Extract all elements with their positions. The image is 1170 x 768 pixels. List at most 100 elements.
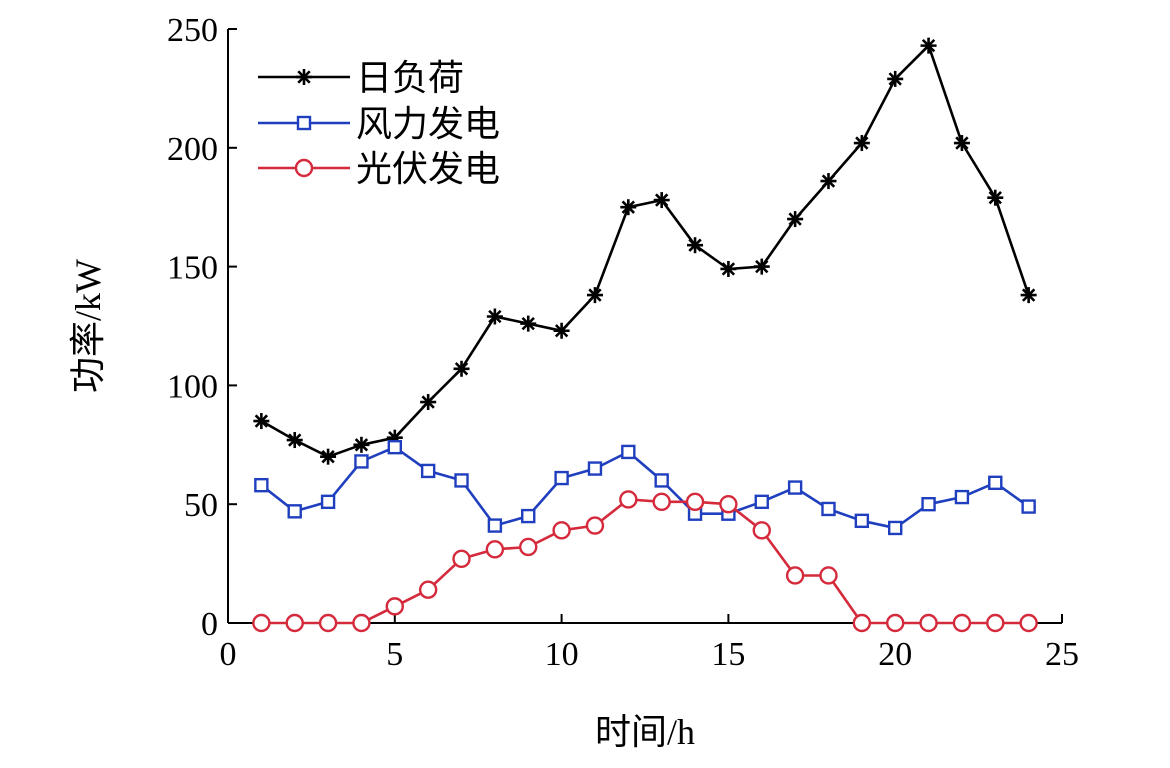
data-point-marker (785, 566, 805, 585)
data-point-marker (296, 69, 312, 85)
asterisk-stroke (788, 212, 802, 226)
data-point-marker (685, 492, 705, 512)
data-point-marker (853, 135, 870, 152)
data-point-marker (819, 566, 838, 585)
data-point-marker (354, 454, 369, 469)
series-1 (253, 37, 1037, 465)
data-point-marker (620, 199, 637, 216)
data-point-marker (554, 470, 569, 486)
data-point-marker (553, 322, 570, 339)
legend-item-3: 光伏发电 (258, 149, 500, 190)
asterisk-stroke (621, 200, 635, 214)
asterisk-stroke (321, 450, 335, 464)
data-point-marker (318, 613, 338, 633)
asterisk-stroke (488, 309, 502, 324)
data-point-marker (485, 540, 505, 559)
data-point-marker (587, 461, 603, 476)
asterisk-stroke (254, 414, 269, 428)
y-tick-label: 200 (167, 131, 218, 168)
asterisk-stroke (655, 193, 669, 207)
series-2 (254, 439, 1036, 536)
data-point-marker (854, 513, 870, 529)
data-point-marker (520, 315, 537, 332)
legend-label: 日负荷 (356, 58, 464, 99)
legend-label: 光伏发电 (356, 149, 500, 190)
data-point-marker (253, 413, 270, 430)
legend-item-2: 风力发电 (258, 104, 500, 145)
data-point-marker (1021, 499, 1036, 514)
data-point-marker (1020, 287, 1037, 304)
asterisk-stroke (955, 136, 969, 150)
data-point-marker (754, 494, 769, 510)
x-tick-label: 20 (878, 636, 912, 673)
data-point-marker (752, 521, 771, 540)
data-point-marker (586, 287, 603, 304)
asterisk-stroke (721, 262, 736, 276)
y-tick-label: 250 (167, 12, 218, 49)
asterisk-stroke (554, 324, 569, 338)
data-point-marker (353, 436, 370, 453)
data-point-marker (296, 115, 312, 131)
asterisk-stroke (1021, 288, 1036, 302)
asterisk-stroke (354, 438, 369, 452)
data-point-marker (619, 490, 638, 509)
y-tick-label: 100 (167, 368, 218, 405)
data-point-marker (621, 444, 636, 460)
data-point-marker (585, 516, 605, 535)
data-point-marker (886, 613, 905, 633)
data-point-marker (953, 135, 970, 152)
data-point-marker (420, 463, 436, 479)
series-3 (252, 490, 1038, 633)
data-point-marker (687, 237, 704, 254)
data-point-marker (653, 192, 670, 209)
asterisk-stroke (855, 136, 869, 150)
asterisk-stroke (288, 433, 302, 447)
data-point-marker (519, 537, 538, 557)
data-point-marker (352, 613, 371, 633)
data-point-marker (652, 492, 671, 512)
asterisk-stroke (297, 70, 311, 84)
data-point-marker (454, 473, 469, 488)
data-point-marker (988, 475, 1003, 491)
asterisk-stroke (454, 362, 469, 376)
data-point-marker (287, 504, 302, 519)
x-tick-label: 10 (545, 636, 579, 673)
data-point-marker (921, 497, 936, 512)
series-line (260, 445, 1030, 530)
data-point-marker (385, 597, 404, 616)
data-point-marker (487, 518, 503, 533)
data-point-marker (719, 495, 738, 514)
data-point-marker (654, 473, 669, 488)
data-point-marker (986, 613, 1005, 633)
data-point-marker (387, 439, 402, 455)
x-axis-title: 时间/h (595, 712, 695, 752)
data-point-marker (521, 508, 536, 524)
data-point-marker (887, 70, 904, 87)
asterisk-stroke (688, 238, 702, 252)
data-point-marker (453, 360, 470, 377)
asterisk-stroke (988, 191, 1002, 205)
series-group (252, 37, 1038, 633)
data-point-marker (486, 308, 503, 325)
data-point-marker (852, 613, 872, 633)
y-tick-label: 50 (184, 487, 218, 524)
data-point-marker (294, 158, 314, 178)
y-axis-title: 功率/kW (68, 259, 108, 393)
data-point-marker (720, 260, 737, 277)
data-point-marker (787, 211, 804, 228)
legend-item-1: 日负荷 (258, 58, 464, 99)
data-point-marker (888, 520, 903, 536)
data-point-marker (787, 480, 803, 495)
asterisk-stroke (821, 174, 836, 188)
data-point-marker (920, 37, 937, 54)
data-point-marker (820, 173, 837, 190)
y-tick-label: 150 (167, 250, 218, 287)
data-point-marker (452, 549, 471, 569)
data-point-marker (286, 432, 303, 449)
x-tick-label: 5 (386, 636, 403, 673)
data-point-marker (952, 613, 972, 633)
